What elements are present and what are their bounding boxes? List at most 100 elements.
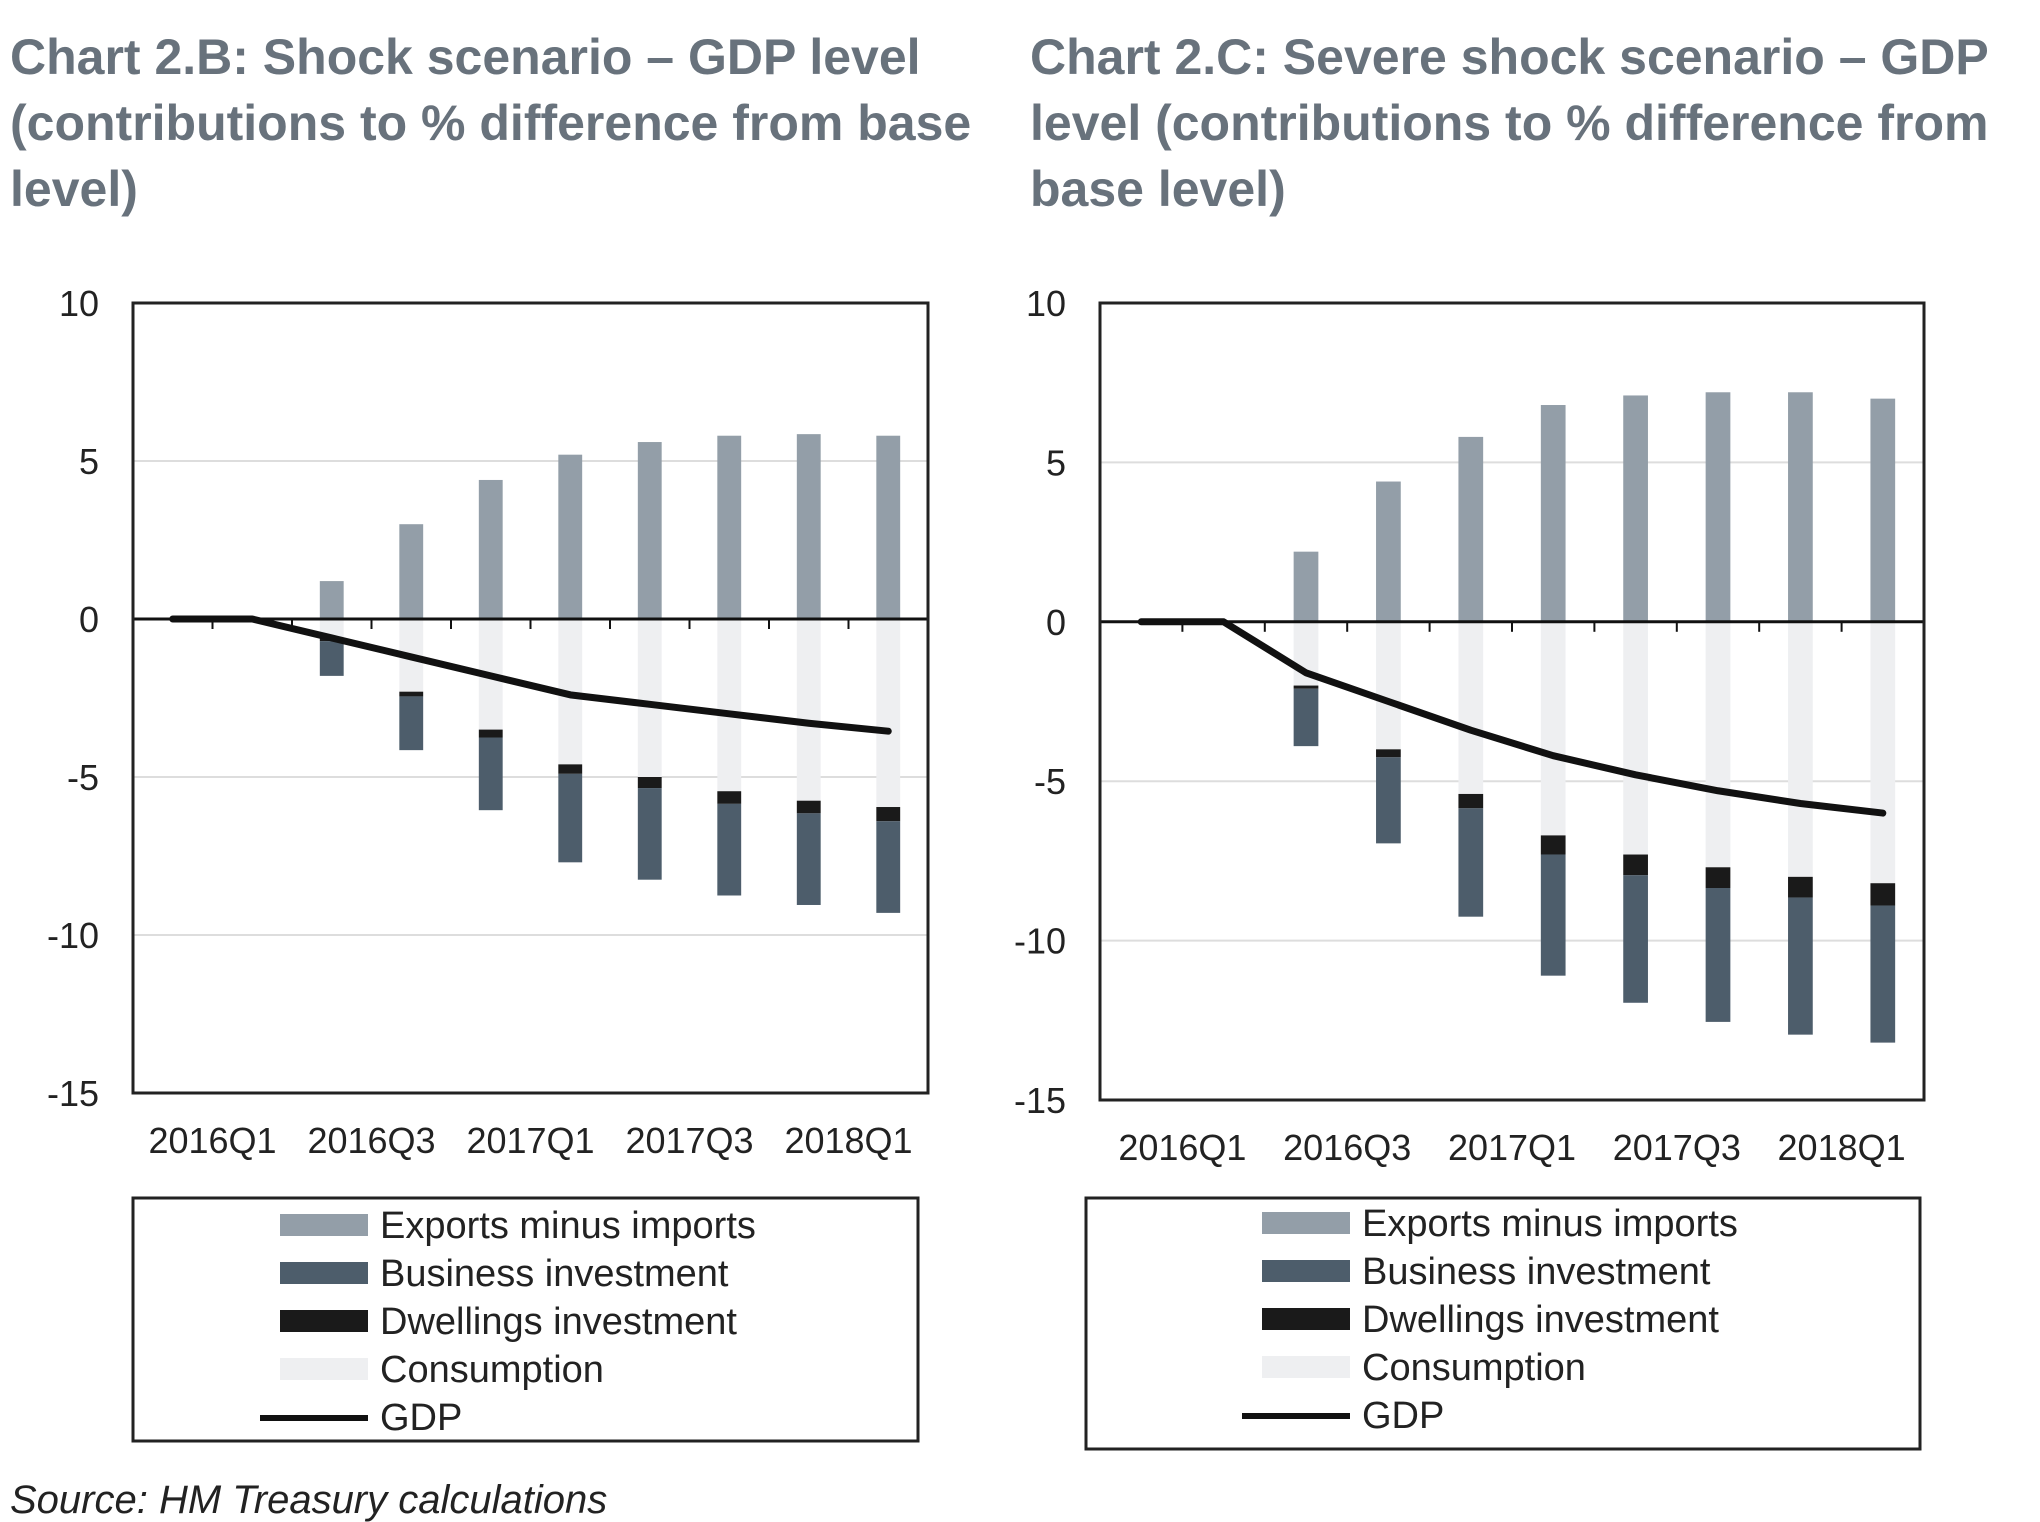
bar-dwellings-investment: [1458, 793, 1484, 809]
bar-business-investment: [1293, 688, 1319, 747]
bar-consumption: [1540, 621, 1566, 836]
legend-swatch: [1262, 1260, 1350, 1282]
plot-frame: [1098, 301, 1926, 1102]
x-tick-label: 2016Q3: [1283, 1127, 1411, 1168]
y-tick-label: -10: [1014, 921, 1066, 962]
x-tick-label: 2017Q1: [1448, 1127, 1576, 1168]
legend-label: Dwellings investment: [380, 1301, 737, 1343]
bar-dwellings-investment: [558, 764, 583, 774]
bar-exports-minus-imports: [399, 524, 424, 619]
bar-exports-minus-imports: [717, 435, 742, 619]
legend-box: [1084, 1196, 1922, 1451]
x-tick-label: 2017Q3: [1613, 1127, 1741, 1168]
bar-business-investment: [1788, 897, 1813, 1035]
y-tick-label: 0: [79, 599, 99, 640]
legend-swatch: [280, 1358, 368, 1380]
bar-dwellings-investment: [796, 800, 821, 814]
x-tick-label: 2017Q3: [625, 1120, 753, 1161]
bar-exports-minus-imports: [637, 442, 662, 619]
bar-dwellings-investment: [1376, 749, 1401, 758]
bar-consumption: [1458, 621, 1484, 794]
x-tick-label: 2016Q3: [307, 1120, 435, 1161]
y-tick-label: -15: [47, 1073, 99, 1114]
legend-swatch: [1262, 1356, 1350, 1378]
bar-exports-minus-imports: [1788, 392, 1813, 622]
bar-business-investment: [478, 737, 503, 811]
bar-exports-minus-imports: [1540, 405, 1566, 622]
bar-consumption: [876, 619, 901, 808]
legend-label: Exports minus imports: [1362, 1203, 1738, 1245]
bar-business-investment: [1870, 905, 1896, 1043]
y-tick-label: -15: [1014, 1080, 1066, 1121]
bar-business-investment: [637, 788, 662, 880]
gdp-line: [169, 615, 892, 735]
bar-business-investment: [1458, 808, 1484, 917]
bar-consumption: [1376, 621, 1401, 750]
bar-business-investment: [558, 773, 583, 863]
bar-exports-minus-imports: [1705, 392, 1731, 622]
legend-label: Consumption: [380, 1349, 604, 1391]
y-tick-label: 5: [1046, 442, 1066, 483]
bar-exports-minus-imports: [558, 454, 583, 619]
bar-business-investment: [319, 641, 344, 676]
bar-business-investment: [1376, 757, 1401, 844]
legend-swatch: [280, 1214, 368, 1236]
legend-box: [131, 1196, 920, 1443]
bar-business-investment: [717, 803, 742, 896]
bar-exports-minus-imports: [876, 435, 901, 619]
chart-title-shock: Chart 2.B: Shock scenario – GDP level (c…: [10, 29, 972, 217]
legend-label: Exports minus imports: [380, 1205, 756, 1247]
legend-label: Dwellings investment: [1362, 1299, 1719, 1341]
bar-dwellings-investment: [876, 807, 901, 822]
bar-dwellings-investment: [1623, 854, 1648, 876]
x-tick-label: 2018Q1: [784, 1120, 912, 1161]
bar-consumption: [796, 619, 821, 801]
legend-swatch: [1262, 1212, 1350, 1234]
legend-label: GDP: [1362, 1395, 1444, 1437]
bar-exports-minus-imports: [1293, 551, 1319, 622]
bar-dwellings-investment: [1540, 835, 1566, 855]
y-tick-label: 0: [1046, 602, 1066, 643]
y-tick-label: 10: [59, 283, 99, 324]
bar-consumption: [1623, 621, 1648, 855]
chart-title-severe-shock: Chart 2.C: Severe shock scenario – GDP l…: [1030, 29, 1989, 217]
bar-business-investment: [1623, 875, 1648, 1003]
bar-dwellings-investment: [1788, 876, 1813, 898]
bar-exports-minus-imports: [796, 434, 821, 619]
bar-consumption: [1705, 621, 1731, 868]
bar-dwellings-investment: [1705, 867, 1731, 888]
y-tick-label: -10: [47, 915, 99, 956]
legend-label: Business investment: [1362, 1251, 1711, 1293]
bar-exports-minus-imports: [1458, 436, 1484, 622]
bar-exports-minus-imports: [1376, 481, 1401, 622]
x-tick-label: 2017Q1: [466, 1120, 594, 1161]
y-tick-label: -5: [67, 757, 99, 798]
legend-label: GDP: [380, 1397, 462, 1439]
legend-label: Business investment: [380, 1253, 729, 1295]
bar-dwellings-investment: [478, 729, 503, 738]
bar-dwellings-investment: [717, 791, 742, 804]
legend-label: Consumption: [1362, 1347, 1586, 1389]
bar-business-investment: [399, 696, 424, 751]
plot-frame: [131, 301, 930, 1095]
legend-swatch: [280, 1310, 368, 1332]
bar-consumption: [1870, 621, 1896, 884]
bar-exports-minus-imports: [1870, 398, 1896, 622]
legend-swatch: [280, 1262, 368, 1284]
x-tick-label: 2016Q1: [148, 1120, 276, 1161]
bar-exports-minus-imports: [1623, 395, 1648, 622]
x-tick-label: 2016Q1: [1118, 1127, 1246, 1168]
bar-business-investment: [876, 821, 901, 913]
gdp-line: [1137, 618, 1887, 817]
bar-dwellings-investment: [637, 777, 662, 789]
bar-business-investment: [796, 813, 821, 905]
bar-business-investment: [1705, 887, 1731, 1022]
legend-swatch: [1262, 1308, 1350, 1330]
bar-business-investment: [1540, 854, 1566, 976]
bar-exports-minus-imports: [319, 581, 344, 619]
bar-consumption: [717, 619, 742, 792]
y-tick-label: -5: [1034, 761, 1066, 802]
bar-dwellings-investment: [1870, 883, 1896, 906]
